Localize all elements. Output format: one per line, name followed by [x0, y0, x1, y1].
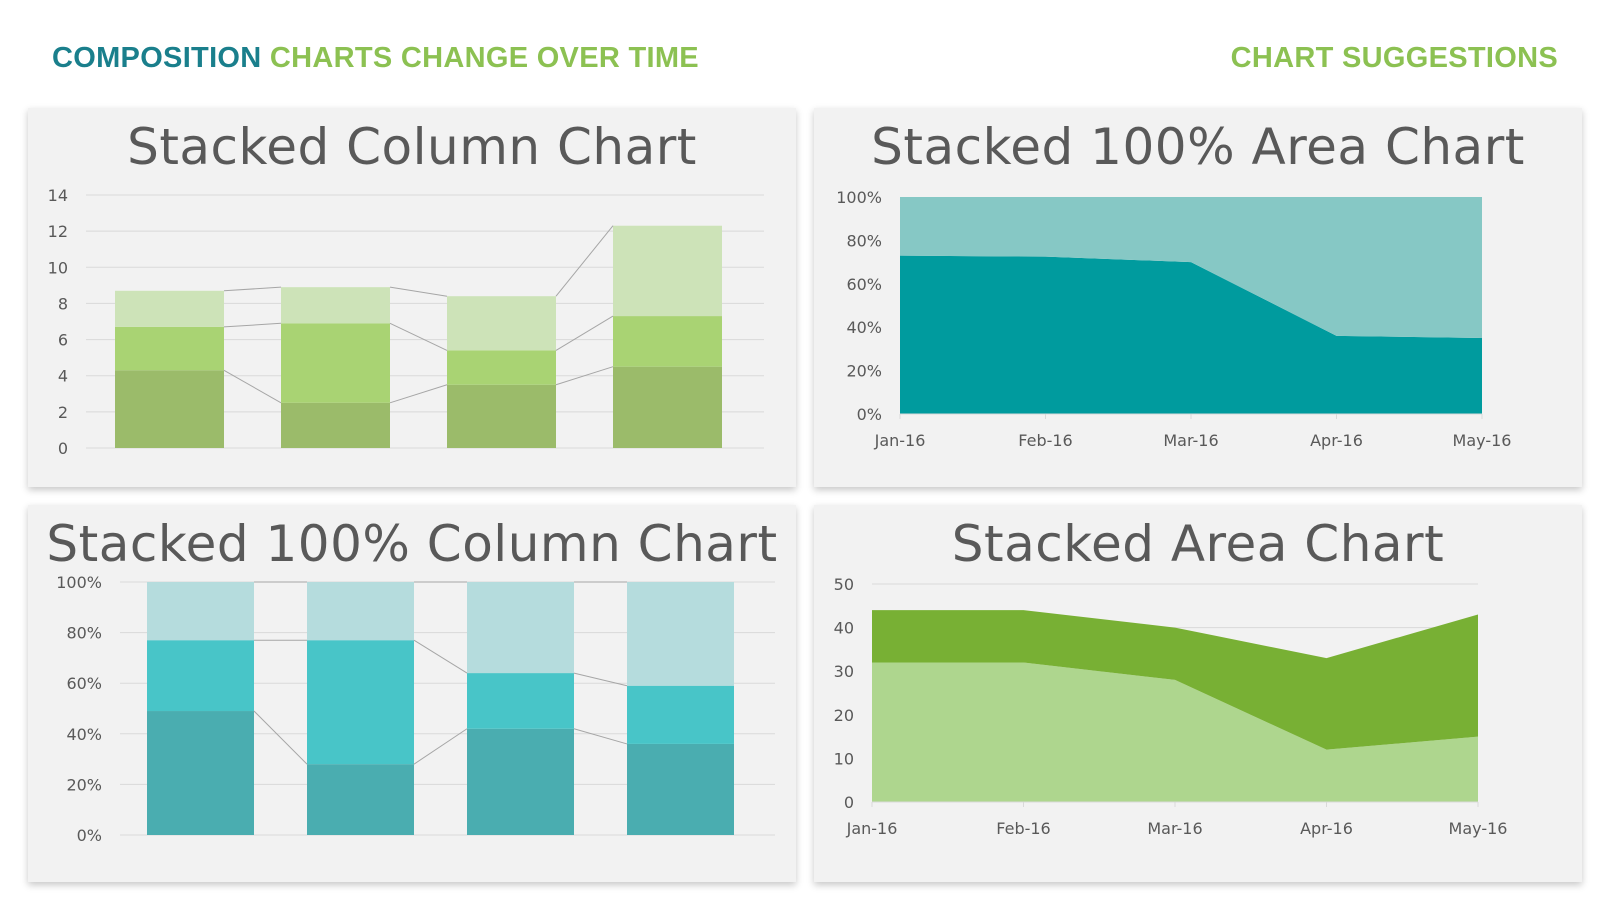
- area-series: [872, 610, 1478, 750]
- area-series: [900, 197, 1482, 339]
- series-connector-line: [389, 322, 448, 351]
- series-connector-line: [253, 710, 308, 765]
- stacked-area-chart-panel: Stacked Area Chart 0 10 20 30 40 50 Jan-16 Feb-…: [814, 505, 1582, 882]
- stacked-column-chart: 0 2 4 6 8 10 12 14: [48, 186, 764, 458]
- x-tick-label: Jan-16: [874, 431, 926, 450]
- y-tick-label: 20: [834, 706, 854, 725]
- series-connector-line: [389, 384, 448, 404]
- column-segment: [307, 764, 414, 835]
- series-connector-line: [223, 286, 282, 292]
- x-tick-label: Jan-16: [846, 819, 898, 838]
- column-segment: [307, 582, 414, 641]
- column-segment: [467, 673, 574, 729]
- y-tick-label: 80%: [66, 624, 102, 643]
- stacked-100-area-chart-panel: Stacked 100% Area Chart 0% 20% 40% 60% 80% 10…: [814, 108, 1582, 487]
- x-tick-label: Feb-16: [1018, 431, 1072, 450]
- x-tick-label: May-16: [1453, 431, 1512, 450]
- column-segment: [115, 326, 224, 371]
- y-tick-label: 80%: [846, 231, 882, 250]
- column-segment: [467, 728, 574, 835]
- series-connector-line: [223, 369, 282, 404]
- y-tick-label: 0%: [77, 826, 102, 845]
- column-segment: [467, 582, 574, 674]
- y-tick-label: 8: [58, 294, 68, 313]
- column-segment: [447, 296, 556, 351]
- series-connector-line: [573, 672, 628, 687]
- chart-suggestions-label: CHART SUGGESTIONS: [1230, 42, 1558, 74]
- column-segment: [281, 287, 390, 324]
- column-segment: [627, 685, 734, 744]
- column-segment: [613, 316, 722, 367]
- column-segment: [627, 582, 734, 686]
- page-title-part2: CHARTS CHANGE OVER TIME: [269, 42, 699, 74]
- series-connector-line: [413, 639, 468, 674]
- y-tick-label: 0%: [857, 405, 882, 424]
- column-segment: [147, 711, 254, 835]
- series-connector-line: [389, 286, 448, 297]
- column-segment: [281, 323, 390, 403]
- y-tick-label: 0: [844, 793, 854, 812]
- column-segment: [281, 402, 390, 448]
- y-tick-label: 12: [48, 222, 68, 241]
- y-tick-label: 6: [58, 331, 68, 350]
- column-segment: [307, 640, 414, 765]
- x-tick-label: Mar-16: [1147, 819, 1202, 838]
- y-tick-label: 60%: [66, 674, 102, 693]
- stacked-column-chart-panel: Stacked Column Chart 0 2 4 6 8 10 12 14: [28, 108, 796, 487]
- x-tick-label: Feb-16: [996, 819, 1050, 838]
- x-tick-label: Apr-16: [1310, 431, 1363, 450]
- y-tick-label: 20%: [846, 362, 882, 381]
- column-segment: [447, 384, 556, 448]
- chart-title: Stacked 100% Column Chart: [46, 515, 778, 573]
- y-tick-label: 2: [58, 403, 68, 422]
- y-tick-label: 14: [48, 186, 68, 205]
- series-connector-line: [413, 728, 468, 765]
- stacked-100-column-chart-panel: Stacked 100% Column Chart 0% 20% 40% 60% 80%…: [28, 505, 796, 882]
- column-segment: [627, 743, 734, 835]
- column-segment: [447, 350, 556, 385]
- stacked-area-chart: 0 10 20 30 40 50 Jan-16 Feb-16 Mar-16 Apr-16 May-1…: [834, 575, 1508, 838]
- x-tick-label: Mar-16: [1163, 431, 1218, 450]
- page-title-part1: COMPOSITION: [52, 42, 262, 74]
- series-connector-line: [555, 366, 614, 386]
- chart-title: Stacked Area Chart: [951, 515, 1445, 573]
- y-tick-label: 20%: [66, 775, 102, 794]
- y-tick-label: 40: [834, 619, 854, 638]
- column-segment: [115, 370, 224, 448]
- series-connector-line: [573, 728, 628, 745]
- y-tick-label: 10: [834, 749, 854, 768]
- y-tick-label: 40%: [66, 725, 102, 744]
- stacked-100-column-chart: 0% 20% 40% 60% 80% 100%: [56, 573, 775, 845]
- y-tick-label: 10: [48, 258, 68, 277]
- column-segment: [613, 225, 722, 317]
- series-connector-line: [223, 322, 282, 328]
- y-tick-label: 50: [834, 575, 854, 594]
- y-tick-label: 0: [58, 439, 68, 458]
- column-segment: [147, 640, 254, 712]
- chart-title: Stacked Column Chart: [127, 118, 697, 176]
- stacked-100-area-chart: 0% 20% 40% 60% 80% 100% Jan-16 Feb-16 Mar-16 Apr-…: [836, 188, 1512, 450]
- y-tick-label: 60%: [846, 275, 882, 294]
- y-tick-label: 100%: [56, 573, 102, 592]
- series-connector-line: [555, 315, 614, 351]
- y-tick-label: 30: [834, 662, 854, 681]
- y-tick-label: 40%: [846, 318, 882, 337]
- page-title: COMPOSITION CHARTS CHANGE OVER TIME: [52, 42, 699, 75]
- area-series: [900, 255, 1482, 414]
- x-tick-label: May-16: [1449, 819, 1508, 838]
- y-tick-label: 100%: [836, 188, 882, 207]
- column-segment: [115, 290, 224, 327]
- y-tick-label: 4: [58, 367, 68, 386]
- area-series: [872, 662, 1478, 802]
- x-tick-label: Apr-16: [1300, 819, 1353, 838]
- column-segment: [613, 366, 722, 448]
- column-segment: [147, 582, 254, 641]
- chart-title: Stacked 100% Area Chart: [871, 118, 1525, 176]
- series-connector-line: [555, 225, 614, 297]
